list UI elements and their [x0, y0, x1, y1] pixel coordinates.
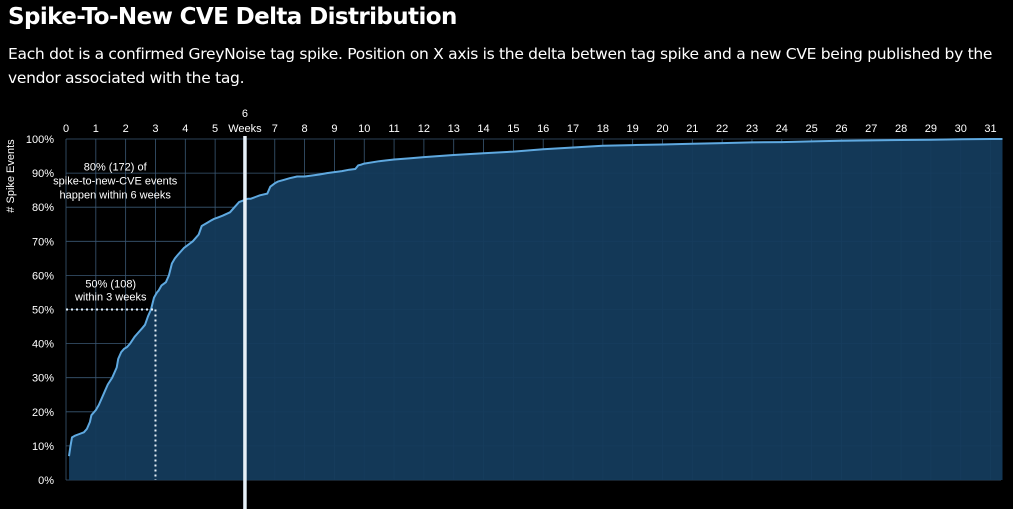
y-tick-label-60: 60% — [32, 270, 54, 282]
x-tick-label-4: 4 — [182, 123, 188, 135]
x-tick-label-13: 13 — [448, 123, 460, 135]
annotation-80-line-2: spike-to-new-CVE events — [53, 176, 178, 188]
annotation-layer: 80% (172) of spike-to-new-CVE events happe… — [53, 162, 178, 304]
x-tick-label-2: 2 — [123, 123, 129, 135]
x-tick-label-7: 7 — [272, 123, 278, 135]
cumulative-line — [68, 138, 1003, 457]
x-tick-label-26: 26 — [835, 123, 847, 135]
x-tick-label-29: 29 — [925, 123, 937, 135]
x-tick-label-23: 23 — [746, 123, 758, 135]
x-tick-label-6: Weeks — [228, 123, 262, 135]
chart-title: Spike-To-New CVE Delta Distribution — [8, 4, 457, 30]
y-tick-label-0: 0% — [38, 475, 54, 487]
chart-subtitle: Each dot is a confirmed GreyNoise tag sp… — [8, 45, 993, 87]
x-tick-label-28: 28 — [895, 123, 907, 135]
y-tick-label-100: 100% — [26, 134, 54, 146]
annotation-80-line-3: happen within 6 weeks — [60, 190, 172, 202]
y-axis-label: # Spike Events — [5, 139, 17, 213]
x-tick-label-24: 24 — [776, 123, 788, 135]
y-tick-label-90: 90% — [32, 168, 54, 180]
annotation-50-line-1: 50% (108) — [85, 278, 136, 290]
x-tick-label-21: 21 — [686, 123, 698, 135]
x-tick-label-20: 20 — [656, 123, 668, 135]
y-tick-label-20: 20% — [32, 407, 54, 419]
y-tick-label-80: 80% — [32, 202, 54, 214]
x-tick-label-17: 17 — [567, 123, 579, 135]
x-tick-label-12: 12 — [418, 123, 430, 135]
x-tick-label-15: 15 — [507, 123, 519, 135]
x-tick-label-14: 14 — [477, 123, 489, 135]
x-tick-label-1: 1 — [93, 123, 99, 135]
x-tick-label-3: 3 — [152, 123, 158, 135]
x-tick-label-9: 9 — [331, 123, 337, 135]
x-tick-label-25: 25 — [805, 123, 817, 135]
y-tick-label-40: 40% — [32, 339, 54, 351]
y-tick-label-10: 10% — [32, 441, 54, 453]
cumulative-area — [69, 139, 1003, 480]
marker-layer — [66, 136, 247, 509]
x-tick-label-10: 10 — [358, 123, 370, 135]
x-tick-label-16: 16 — [537, 123, 549, 135]
x-tick-label-30: 30 — [955, 123, 967, 135]
x-tick-label-0: 0 — [63, 123, 69, 135]
x-tick-label-5: 5 — [212, 123, 218, 135]
x-tick-label-8: 8 — [302, 123, 308, 135]
x-tick-label-31: 31 — [984, 123, 996, 135]
annotation-80-line-1: 80% (172) of — [84, 162, 148, 174]
y-tick-label-30: 30% — [32, 373, 54, 385]
x-axis-ticks: 0 1 2 3 4 5 Weeks 7 8 9 10 11 12 13 14 15 16 17 18 19 20 21 22… — [63, 108, 997, 135]
x-tick-label-19: 19 — [627, 123, 639, 135]
y-tick-label-70: 70% — [32, 236, 54, 248]
annotation-50-line-2: within 3 weeks — [74, 291, 147, 303]
x-tick-label-22: 22 — [716, 123, 728, 135]
y-tick-label-50: 50% — [32, 305, 54, 317]
x-tick-label-18: 18 — [597, 123, 609, 135]
y-axis-ticks: 100% 90% 80% 70% 60% 50% 40% 30% 20% 10% 0% — [26, 134, 54, 487]
x-tick-label-27: 27 — [865, 123, 877, 135]
x-tick-label-six: 6 — [242, 108, 248, 120]
x-tick-label-11: 11 — [388, 123, 399, 135]
